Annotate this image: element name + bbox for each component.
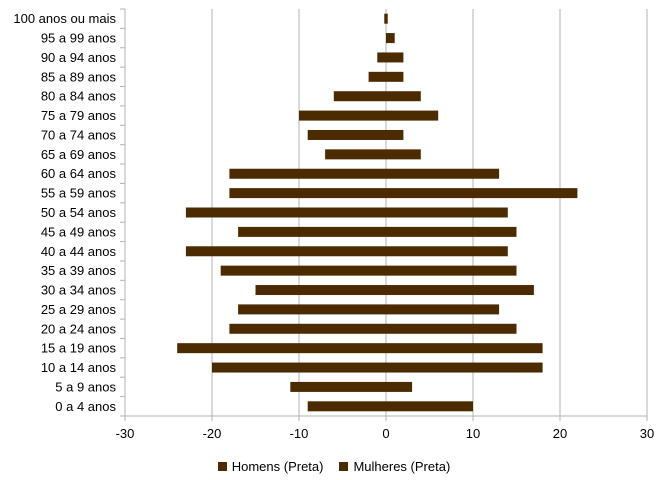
bar-series0-3 [177,343,386,354]
legend-swatch-homens [217,461,227,471]
bar-series0-20 [384,13,386,24]
category-label-18: 90 a 94 anos [41,50,117,65]
bar-series0-11 [229,188,386,199]
category-label-3: 15 a 19 anos [41,341,117,356]
legend: Homens (Preta) Mulheres (Preta) [0,456,668,476]
bar-series0-18 [377,52,386,63]
bar-series0-1 [290,381,386,392]
bar-series0-14 [307,129,386,140]
category-label-7: 35 a 39 anos [41,263,117,278]
bar-series1-20 [386,13,388,24]
bar-series1-11 [386,188,578,199]
bar-series0-15 [299,110,386,121]
bar-series0-4 [229,323,386,334]
bar-series1-13 [386,149,421,160]
legend-item-mulheres: Mulheres (Preta) [339,459,450,474]
bar-series1-0 [386,401,473,412]
category-label-16: 80 a 84 anos [41,89,117,104]
category-label-17: 85 a 89 anos [41,69,117,84]
x-tick-label-5: 20 [553,426,567,441]
legend-label-homens: Homens (Preta) [231,458,324,474]
category-label-13: 65 a 69 anos [41,147,117,162]
x-tick-label-2: -10 [290,426,309,441]
bar-series1-18 [386,52,404,63]
legend-label-mulheres: Mulheres (Preta) [353,458,451,474]
bar-series1-14 [386,129,404,140]
legend-item-homens: Homens (Preta) [217,458,324,474]
bar-series0-12 [229,168,386,179]
category-label-0: 0 a 4 anos [55,399,116,414]
bar-series1-12 [386,168,500,179]
bar-series0-17 [368,71,386,82]
bar-series1-6 [386,285,534,296]
bar-series1-9 [386,226,517,237]
bar-series0-7 [220,265,386,276]
bar-series0-13 [325,149,386,160]
x-tick-label-3: 0 [382,426,389,441]
category-label-15: 75 a 79 anos [41,108,117,123]
bar-series1-4 [386,323,517,334]
bar-series0-2 [212,362,386,373]
category-label-4: 20 a 24 anos [41,321,117,336]
category-label-8: 40 a 44 anos [41,244,117,259]
bar-series1-5 [386,304,500,315]
x-tick-label-1: -20 [203,426,222,441]
x-tick-label-6: 30 [640,426,654,441]
bar-series0-6 [255,285,386,296]
bar-series1-16 [386,91,421,102]
bar-series1-15 [386,110,439,121]
category-label-5: 25 a 29 anos [41,302,117,317]
bar-series1-10 [386,207,508,218]
category-label-10: 50 a 54 anos [41,205,117,220]
category-label-2: 10 a 14 anos [41,360,117,375]
category-label-9: 45 a 49 anos [41,224,117,239]
category-label-14: 70 a 74 anos [41,127,117,142]
category-label-1: 5 a 9 anos [55,379,116,394]
bar-series0-10 [185,207,386,218]
category-label-12: 60 a 64 anos [41,166,117,181]
category-label-11: 55 a 59 anos [41,186,117,201]
x-tick-label-4: 10 [466,426,480,441]
bar-series1-8 [386,246,508,257]
bar-series0-9 [238,226,386,237]
category-label-20: 100 anos ou mais [13,11,116,26]
bar-series0-5 [238,304,386,315]
legend-swatch-mulheres [339,461,349,471]
category-label-6: 30 a 34 anos [41,283,117,298]
bar-series1-1 [386,381,413,392]
bar-series1-2 [386,362,543,373]
bar-series0-0 [307,401,386,412]
category-label-19: 95 a 99 anos [41,31,117,46]
bar-series0-16 [333,91,386,102]
bar-series1-3 [386,343,543,354]
x-tick-label-0: -30 [116,426,135,441]
bar-series1-17 [386,71,404,82]
bar-series0-8 [185,246,386,257]
bar-series1-7 [386,265,517,276]
bar-series1-19 [386,33,395,44]
